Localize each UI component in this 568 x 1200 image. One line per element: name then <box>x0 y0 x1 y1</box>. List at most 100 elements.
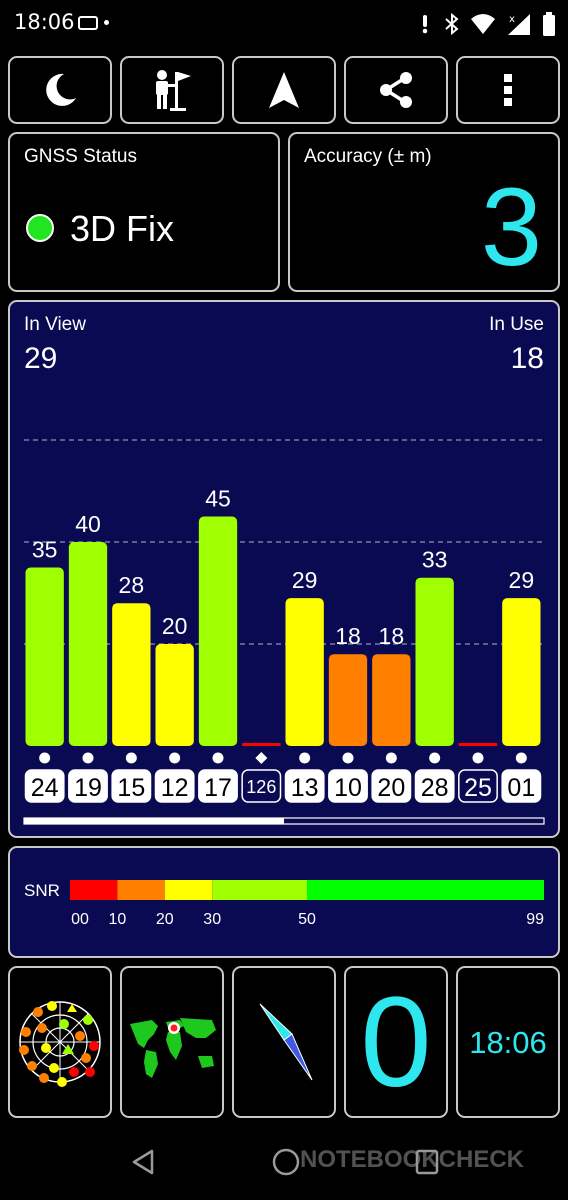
snr-label: SNR <box>24 881 60 900</box>
battery-icon <box>543 12 555 36</box>
snr-value-label: 18 <box>335 623 361 649</box>
status-time: 18:06 <box>14 10 75 34</box>
navigation-bar: NOTEBOOKCHECK <box>0 1126 568 1200</box>
prn-box <box>414 769 455 803</box>
sky-plot-tile[interactable] <box>8 966 112 1118</box>
constellation-marker <box>472 752 484 764</box>
prn-box <box>154 769 195 803</box>
snr-value-label: 29 <box>509 567 535 593</box>
satellites-panel[interactable]: In View 29 In Use 18 35 24 40 19 28 15 20 12 45 1… <box>8 300 560 838</box>
accuracy-label: Accuracy (± m) <box>304 146 432 167</box>
prn-box <box>371 769 412 803</box>
prn-box <box>198 769 238 803</box>
speed-value: 0 <box>360 971 432 1114</box>
prn-label: 01 <box>507 774 535 802</box>
snr-bar <box>25 567 64 746</box>
snr-bar <box>458 743 498 746</box>
constellation-marker <box>212 752 224 764</box>
compass-icon <box>259 1003 313 1081</box>
more-vert-icon <box>504 74 512 106</box>
prn-box <box>68 769 108 803</box>
snr-bar <box>415 577 454 746</box>
recents-icon[interactable] <box>414 1148 440 1176</box>
snr-bar <box>68 542 108 746</box>
snr-bar <box>112 603 151 746</box>
snr-segment <box>164 880 213 900</box>
snr-tick-label: 20 <box>156 911 174 928</box>
in-use-label: In Use <box>489 314 544 335</box>
snr-scale: SNR 00 10 20 30 50 99 <box>24 880 544 928</box>
scroll-thumb[interactable] <box>24 818 284 824</box>
alarm-icon <box>422 15 428 34</box>
constellation-marker <box>299 752 311 764</box>
snr-segment <box>70 880 118 900</box>
snr-bar <box>502 598 541 746</box>
wifi-icon <box>471 14 495 34</box>
cell-signal-icon: x <box>508 14 530 35</box>
prn-label: 19 <box>74 774 102 802</box>
home-icon[interactable] <box>270 1146 302 1178</box>
night-mode-button[interactable] <box>8 56 112 124</box>
constellation-marker <box>125 752 137 764</box>
bluetooth-icon <box>445 12 459 36</box>
clock-value: 18:06 <box>469 1025 547 1060</box>
navigation-button[interactable] <box>232 56 336 124</box>
snr-tick-label: 30 <box>203 911 221 928</box>
prn-label: 25 <box>464 774 492 802</box>
fix-indicator-icon <box>26 214 54 242</box>
snr-bar <box>242 743 281 746</box>
snr-value-label: 20 <box>162 613 188 639</box>
gnss-status-label: GNSS Status <box>24 146 137 167</box>
snr-value-label: 35 <box>32 537 58 563</box>
accuracy-panel[interactable]: Accuracy (± m) 3 <box>288 132 560 292</box>
snr-value-label: 18 <box>379 623 405 649</box>
share-icon <box>380 72 412 108</box>
status-icons: x <box>416 10 556 38</box>
snr-value-label: 28 <box>119 572 145 598</box>
person-flag-icon <box>156 70 191 111</box>
battery-saver-icon <box>78 16 98 30</box>
watermark: NOTEBOOKCHECK <box>300 1146 525 1173</box>
prn-label: 13 <box>291 774 319 802</box>
more-options-button[interactable] <box>456 56 560 124</box>
constellation-marker <box>515 752 527 764</box>
snr-segment <box>117 880 165 900</box>
snr-bar <box>198 516 238 746</box>
constellation-marker <box>82 752 94 764</box>
gnss-status-panel[interactable]: GNSS Status 3D Fix <box>8 132 280 292</box>
speed-tile[interactable]: 0 <box>344 966 448 1118</box>
fix-status-text: 3D Fix <box>70 208 175 249</box>
in-view-value: 29 <box>24 342 58 375</box>
snr-tick-label: 50 <box>298 911 316 928</box>
status-bar: 18:06 x <box>0 0 568 48</box>
snr-segment <box>212 880 307 900</box>
compass-tile[interactable] <box>232 966 336 1118</box>
world-map-icon <box>130 1018 216 1078</box>
snr-legend-panel: SNR 00 10 20 30 50 99 <box>8 846 560 958</box>
snr-value-label: 29 <box>292 567 318 593</box>
share-button[interactable] <box>344 56 448 124</box>
waypoint-button[interactable] <box>120 56 224 124</box>
prn-box <box>458 769 498 803</box>
snr-bar <box>328 654 368 746</box>
constellation-marker <box>169 752 181 764</box>
snr-tick-label: 00 <box>71 911 89 928</box>
prn-box <box>111 769 152 803</box>
in-use-value: 18 <box>510 342 544 375</box>
prn-label: 12 <box>161 774 189 802</box>
moon-icon <box>46 73 76 106</box>
snr-value-label: 33 <box>422 547 448 573</box>
snr-bar <box>155 644 194 746</box>
svg-text:x: x <box>509 14 515 25</box>
snr-value-label: 40 <box>75 511 101 537</box>
notification-dot-icon <box>104 20 109 25</box>
constellation-marker <box>429 752 441 764</box>
snr-value-label: 45 <box>205 486 231 512</box>
world-map-tile[interactable] <box>120 966 224 1118</box>
snr-segment <box>307 880 544 900</box>
prn-label: 15 <box>117 774 145 802</box>
clock-tile[interactable]: 18:06 <box>456 966 560 1118</box>
snr-tick-label: 99 <box>526 911 544 928</box>
snr-tick-label: 10 <box>109 911 127 928</box>
back-icon[interactable] <box>130 1148 156 1176</box>
